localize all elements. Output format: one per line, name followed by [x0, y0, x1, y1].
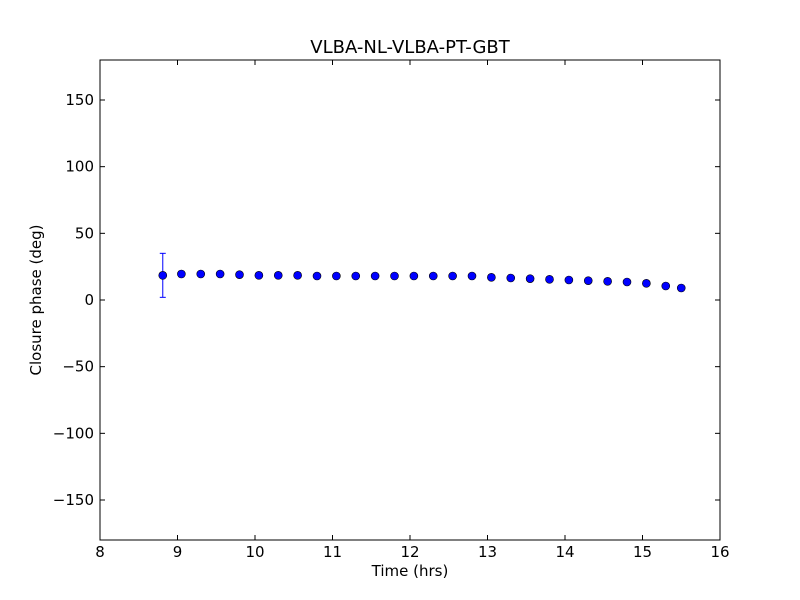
- x-tick-label: 11: [323, 543, 342, 561]
- y-tick-label: −100: [53, 424, 94, 442]
- data-point: [428, 271, 438, 281]
- data-point: [351, 271, 361, 281]
- data-point: [487, 273, 496, 282]
- data-point: [158, 271, 168, 280]
- data-point: [215, 269, 225, 279]
- data-point: [603, 277, 612, 286]
- data-point: [273, 271, 283, 280]
- data-point: [293, 271, 302, 280]
- x-tick-label: 9: [173, 543, 183, 561]
- data-point: [177, 269, 186, 279]
- data-point: [525, 274, 535, 283]
- data-point: [506, 273, 516, 283]
- data-point: [661, 281, 671, 291]
- data-marks: [158, 252, 686, 298]
- data-point: [235, 270, 244, 279]
- axis-tick-labels: 8 9 10 11 12 13 14 15 16 −150 −100 −50 0 50 100 150: [53, 91, 730, 561]
- y-tick-label: 50: [75, 224, 94, 242]
- x-tick-label: 8: [95, 543, 105, 561]
- data-point: [370, 271, 380, 281]
- data-point: [467, 271, 477, 281]
- y-tick-label: −150: [53, 491, 94, 509]
- x-tick-label: 16: [710, 543, 729, 561]
- plot-frame: [99, 59, 721, 541]
- x-tick-label: 10: [245, 543, 264, 561]
- x-tick-label: 15: [633, 543, 652, 561]
- data-point: [254, 271, 264, 280]
- chart-title: VLBA-NL-VLBA-PT-GBT: [310, 37, 510, 58]
- data-point: [564, 275, 574, 285]
- data-point: [583, 276, 593, 285]
- data-point: [196, 269, 206, 279]
- x-axis-label: Time (hrs): [371, 562, 449, 580]
- data-point: [676, 283, 686, 293]
- data-point: [642, 279, 651, 288]
- y-tick-label: 100: [65, 158, 94, 176]
- x-tick-label: 13: [478, 543, 497, 561]
- data-point: [545, 275, 554, 284]
- y-tick-label: −50: [62, 358, 94, 376]
- data-point: [448, 271, 457, 281]
- x-tick-label: 12: [400, 543, 419, 561]
- data-point: [409, 271, 419, 281]
- y-axis-label: Closure phase (deg): [27, 225, 45, 376]
- y-tick-label: 150: [65, 91, 94, 109]
- y-tick-label: 0: [84, 291, 94, 309]
- data-point: [332, 271, 341, 281]
- data-point: [390, 271, 399, 281]
- data-point: [312, 271, 322, 281]
- x-tick-label: 14: [555, 543, 574, 561]
- data-point: [622, 277, 632, 287]
